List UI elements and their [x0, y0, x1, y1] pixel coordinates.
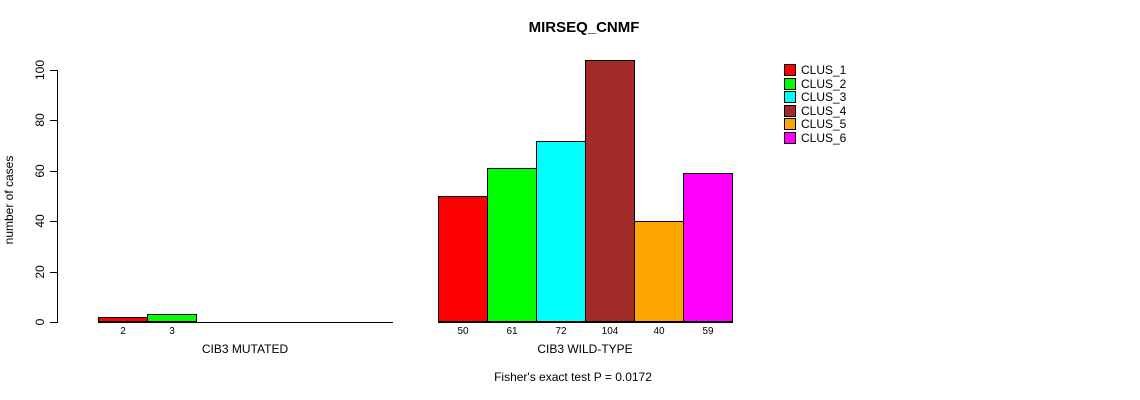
legend-swatch-CLUS_5 — [784, 118, 796, 130]
y-tick-label: 80 — [33, 113, 47, 127]
group-label: CIB3 WILD-TYPE — [537, 342, 633, 356]
bar-CLUS_5 — [634, 221, 684, 322]
y-tick-label: 100 — [33, 59, 47, 81]
y-axis-tick — [50, 171, 57, 172]
y-axis-tick — [50, 120, 57, 121]
y-axis-tick — [50, 221, 57, 222]
bar-CLUS_1 — [438, 196, 488, 322]
bar-CLUS_3 — [536, 141, 586, 322]
legend-label-CLUS_5: CLUS_5 — [801, 117, 847, 131]
bar-value-label: 104 — [601, 326, 619, 337]
legend-swatch-CLUS_6 — [784, 132, 796, 144]
bar-CLUS_6 — [683, 173, 733, 322]
legend-swatch-CLUS_4 — [784, 105, 796, 117]
y-tick-label: 40 — [33, 214, 47, 228]
bar-value-label: 61 — [506, 326, 518, 337]
bar-CLUS_1 — [98, 317, 148, 322]
bar-value-label: 40 — [653, 326, 665, 337]
bar-value-label: 2 — [120, 326, 126, 337]
group-baseline — [98, 322, 393, 323]
legend-label-CLUS_3: CLUS_3 — [801, 90, 847, 104]
y-tick-label: 60 — [33, 164, 47, 178]
bar-value-label: 59 — [702, 326, 714, 337]
legend-swatch-CLUS_3 — [784, 91, 796, 103]
bar-value-label: 72 — [555, 326, 567, 337]
legend-label-CLUS_2: CLUS_2 — [801, 77, 847, 91]
legend-label-CLUS_6: CLUS_6 — [801, 131, 847, 145]
fisher-test-annotation: Fisher's exact test P = 0.0172 — [494, 370, 652, 384]
bar-CLUS_4 — [585, 60, 635, 322]
y-axis-tick — [50, 70, 57, 71]
bar-CLUS_2 — [487, 168, 537, 322]
y-axis-label: number of cases — [2, 155, 16, 245]
legend-swatch-CLUS_1 — [784, 64, 796, 76]
legend-label-CLUS_4: CLUS_4 — [801, 104, 847, 118]
y-axis-tick — [50, 272, 57, 273]
y-axis-line — [57, 70, 58, 323]
y-axis-tick — [50, 322, 57, 323]
legend-swatch-CLUS_2 — [784, 78, 796, 90]
bar-value-label: 50 — [457, 326, 469, 337]
group-label: CIB3 MUTATED — [201, 342, 289, 356]
group-baseline — [438, 322, 733, 323]
y-tick-label: 0 — [33, 318, 47, 326]
legend-label-CLUS_1: CLUS_1 — [801, 63, 847, 77]
bar-value-label: 3 — [169, 326, 175, 337]
bar-CLUS_2 — [147, 314, 197, 322]
y-tick-label: 20 — [33, 265, 47, 279]
chart-title: MIRSEQ_CNMF — [528, 19, 640, 36]
